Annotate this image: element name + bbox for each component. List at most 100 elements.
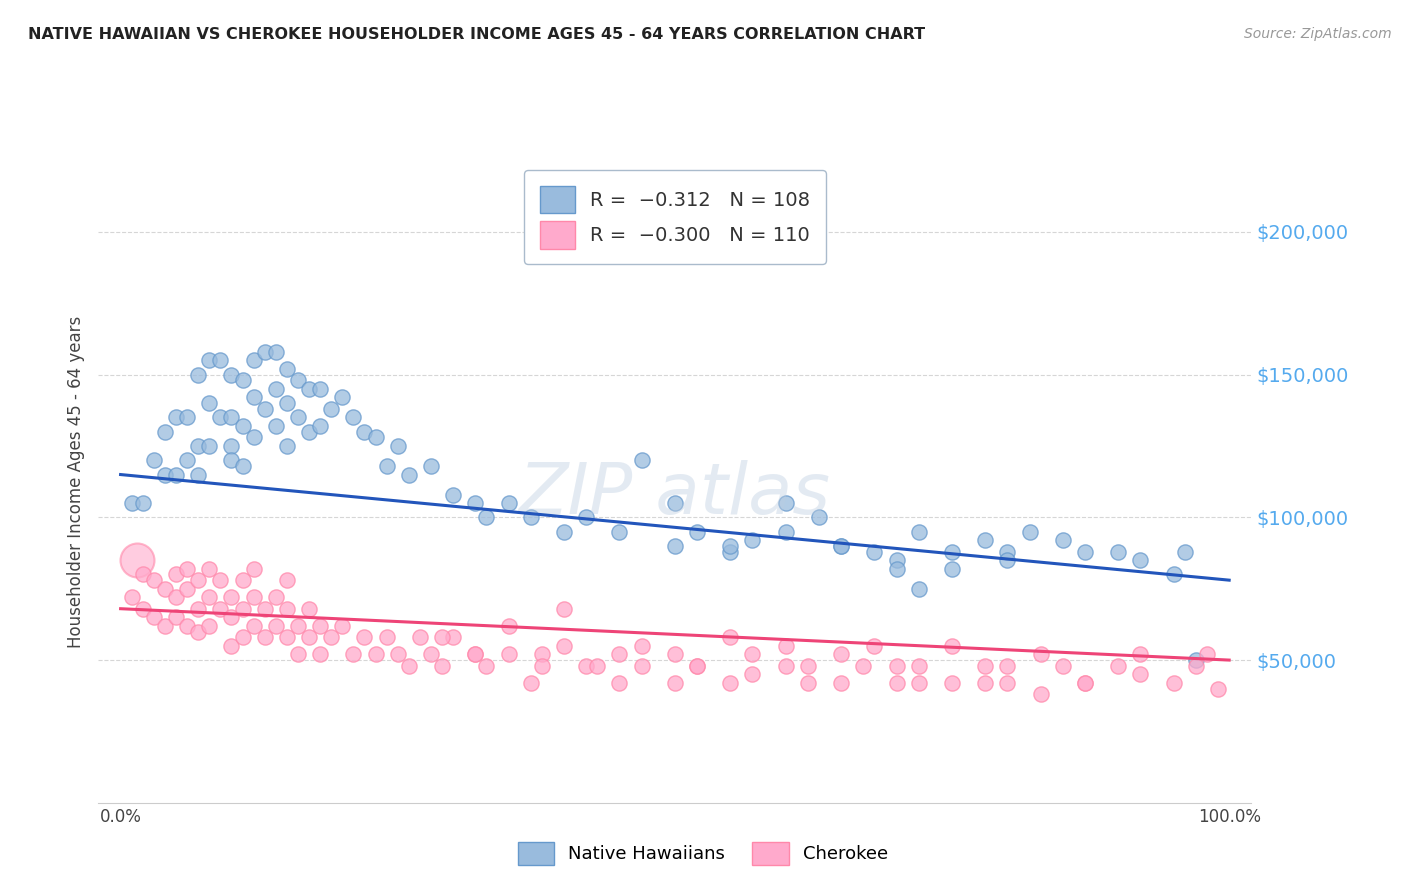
Point	[498, 648, 520, 662]
Point	[221, 439, 243, 453]
Point	[941, 562, 963, 576]
Point	[1129, 553, 1152, 567]
Point	[553, 639, 575, 653]
Point	[165, 610, 187, 624]
Point	[741, 648, 763, 662]
Point	[264, 344, 287, 359]
Point	[187, 601, 209, 615]
Point	[863, 639, 886, 653]
Point	[253, 601, 276, 615]
Point	[221, 639, 243, 653]
Point	[132, 567, 155, 582]
Point	[209, 353, 232, 368]
Point	[1129, 648, 1152, 662]
Point	[941, 639, 963, 653]
Point	[718, 630, 741, 644]
Point	[718, 539, 741, 553]
Point	[242, 391, 264, 405]
Point	[253, 401, 276, 416]
Point	[1074, 544, 1097, 558]
Point	[1018, 524, 1040, 539]
Point	[165, 410, 187, 425]
Point	[1129, 667, 1152, 681]
Point	[253, 630, 276, 644]
Legend: Native Hawaiians, Cherokee: Native Hawaiians, Cherokee	[509, 833, 897, 874]
Point	[387, 439, 409, 453]
Point	[127, 553, 149, 567]
Point	[741, 533, 763, 548]
Point	[609, 648, 631, 662]
Point	[321, 401, 343, 416]
Point	[231, 601, 254, 615]
Point	[142, 453, 165, 467]
Point	[253, 344, 276, 359]
Point	[142, 610, 165, 624]
Point	[464, 496, 486, 510]
Point	[309, 382, 332, 396]
Point	[375, 458, 398, 473]
Point	[630, 639, 652, 653]
Point	[242, 430, 264, 444]
Point	[165, 567, 187, 582]
Point	[530, 648, 553, 662]
Point	[353, 425, 375, 439]
Point	[1185, 658, 1208, 673]
Point	[330, 619, 353, 633]
Point	[231, 419, 254, 434]
Point	[441, 487, 464, 501]
Point	[375, 630, 398, 644]
Point	[132, 601, 155, 615]
Point	[298, 630, 321, 644]
Point	[830, 648, 852, 662]
Point	[309, 419, 332, 434]
Point	[330, 391, 353, 405]
Point	[153, 425, 176, 439]
Point	[797, 658, 820, 673]
Point	[997, 676, 1019, 690]
Point	[520, 676, 543, 690]
Point	[142, 573, 165, 587]
Point	[276, 601, 298, 615]
Point	[974, 676, 997, 690]
Point	[231, 373, 254, 387]
Point	[974, 658, 997, 673]
Point	[886, 562, 908, 576]
Point	[198, 562, 221, 576]
Point	[575, 658, 598, 673]
Point	[209, 573, 232, 587]
Point	[997, 658, 1019, 673]
Point	[1163, 676, 1185, 690]
Point	[176, 562, 198, 576]
Point	[1206, 681, 1229, 696]
Point	[231, 573, 254, 587]
Point	[187, 573, 209, 587]
Point	[807, 510, 830, 524]
Point	[165, 591, 187, 605]
Point	[1107, 658, 1129, 673]
Point	[441, 630, 464, 644]
Text: Source: ZipAtlas.com: Source: ZipAtlas.com	[1244, 27, 1392, 41]
Point	[420, 458, 443, 473]
Point	[775, 524, 797, 539]
Point	[309, 619, 332, 633]
Point	[176, 582, 198, 596]
Point	[498, 619, 520, 633]
Point	[830, 539, 852, 553]
Point	[886, 676, 908, 690]
Point	[464, 648, 486, 662]
Point	[630, 453, 652, 467]
Point	[364, 648, 387, 662]
Point	[387, 648, 409, 662]
Point	[609, 676, 631, 690]
Point	[309, 648, 332, 662]
Point	[187, 368, 209, 382]
Point	[1029, 648, 1052, 662]
Point	[941, 544, 963, 558]
Point	[686, 658, 709, 673]
Point	[287, 619, 309, 633]
Point	[264, 619, 287, 633]
Text: ZIP atlas: ZIP atlas	[519, 460, 831, 529]
Point	[276, 573, 298, 587]
Text: NATIVE HAWAIIAN VS CHEROKEE HOUSEHOLDER INCOME AGES 45 - 64 YEARS CORRELATION CH: NATIVE HAWAIIAN VS CHEROKEE HOUSEHOLDER …	[28, 27, 925, 42]
Point	[121, 496, 143, 510]
